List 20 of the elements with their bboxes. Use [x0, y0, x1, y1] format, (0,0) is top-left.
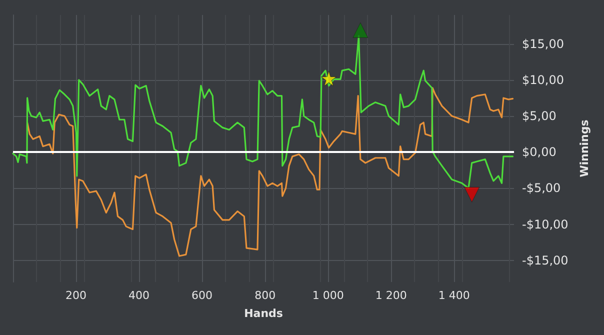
x-tick-label: 400: [128, 289, 150, 302]
y-tick-label: $0,00: [522, 145, 556, 160]
y-tick-label: $5,00: [522, 109, 556, 124]
line-series: [26, 87, 514, 257]
y-tick-label: -$5,00: [522, 181, 561, 196]
x-tick-label: 1 400: [438, 289, 470, 302]
x-tick-label: 200: [66, 289, 87, 302]
x-tick-label: 1 000: [312, 289, 344, 302]
point: [321, 70, 337, 86]
x-tick-label: 800: [254, 289, 276, 302]
y-tick-label: $15,00: [522, 36, 564, 51]
y-tick-label: -$15,00: [522, 253, 568, 268]
point: [464, 186, 480, 202]
y-axis-title: Winnings: [578, 119, 592, 178]
y-tick-label: -$10,00: [522, 217, 568, 232]
x-tick-label: 1 200: [375, 289, 407, 302]
x-axis-title: Hands: [244, 307, 284, 320]
y-tick-label: $10,00: [522, 72, 564, 87]
point: [352, 22, 368, 38]
x-tick-label: 600: [192, 289, 213, 302]
